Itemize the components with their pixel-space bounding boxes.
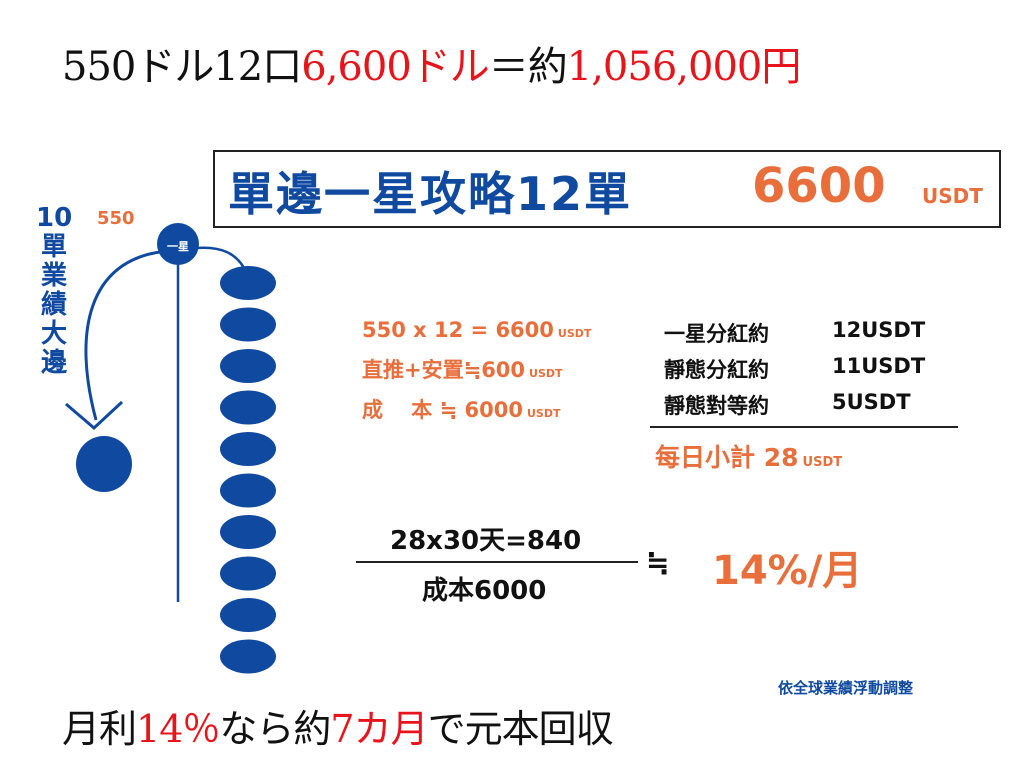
stack-node bbox=[220, 473, 276, 508]
curved-arrow bbox=[84, 250, 161, 421]
footer-part-3: なら約 bbox=[219, 707, 331, 751]
stack-node bbox=[220, 515, 276, 549]
daily-unit: USDT bbox=[802, 455, 843, 470]
dividend-label: 靜態分紅約 bbox=[664, 358, 769, 382]
calc-line-3-text: 成 本 ≒ 6000 bbox=[362, 398, 523, 422]
calc-line-3: 成 本 ≒ 6000 USDT bbox=[362, 394, 560, 424]
fraction-bar bbox=[356, 561, 638, 563]
dividend-row: 一星分紅約 12USDT bbox=[664, 318, 925, 348]
dividend-label: 靜態對等約 bbox=[664, 394, 769, 418]
daily-label: 每日小計 bbox=[655, 443, 756, 472]
divider bbox=[650, 426, 958, 428]
footer-part-2: 14％ bbox=[136, 707, 220, 751]
fraction-denominator: 成本6000 bbox=[422, 576, 547, 606]
footer-part-5: で元本回収 bbox=[427, 707, 614, 751]
dividend-label: 一星分紅約 bbox=[664, 322, 769, 346]
dividend-value: 5USDT bbox=[832, 390, 911, 414]
left-node bbox=[76, 436, 132, 492]
stack-node bbox=[220, 639, 276, 674]
dividend-row: 靜態對等約 5USDT bbox=[664, 390, 911, 420]
approx-sign: ≒ bbox=[646, 546, 670, 579]
calc-line-1-unit: USDT bbox=[557, 327, 592, 340]
title-box bbox=[213, 150, 1001, 228]
fraction-numerator: 28x30天=840 bbox=[390, 526, 582, 556]
stack-node bbox=[220, 432, 276, 466]
dividend-row: 靜態分紅約 11USDT bbox=[664, 354, 925, 384]
node-stack bbox=[220, 266, 276, 674]
daily-value: 28 bbox=[763, 443, 799, 472]
calc-line-3-unit: USDT bbox=[526, 407, 561, 420]
stack-node bbox=[220, 266, 276, 300]
headline: 550ドル12口6,600ドル＝約1,056,000円 bbox=[62, 34, 802, 92]
dividend-value: 12USDT bbox=[832, 318, 926, 342]
calc-line-2-text: 直推+安置≒600 bbox=[362, 358, 526, 382]
stack-node bbox=[220, 556, 276, 591]
star-node-label: 一星 bbox=[167, 240, 189, 253]
headline-part-1: 550ドル12口 bbox=[62, 44, 302, 90]
stack-node bbox=[220, 307, 276, 342]
arrow-head-icon bbox=[65, 400, 124, 431]
vertical-performance-label: 10單業績大邊 bbox=[36, 203, 73, 378]
title-text: 單邊一星攻略12單 bbox=[228, 167, 633, 221]
fluctuation-note: 依全球業績浮動調整 bbox=[778, 679, 914, 697]
footer-line: 月利14％なら約7カ月で元本回収 bbox=[62, 698, 614, 753]
daily-subtotal: 每日小計 28 USDT bbox=[655, 438, 842, 474]
title-amount: 6600 bbox=[752, 158, 886, 214]
dividend-value: 11USDT bbox=[832, 354, 926, 378]
stack-node bbox=[220, 390, 276, 425]
calc-line-2: 直推+安置≒600 USDT bbox=[362, 354, 563, 384]
headline-part-4: 1,056,000円 bbox=[566, 44, 802, 90]
stack-node bbox=[220, 349, 276, 383]
calc-line-1: 550 x 12 = 6600 USDT bbox=[362, 318, 591, 342]
headline-part-3: ＝約 bbox=[488, 44, 568, 90]
node-value-label: 550 bbox=[97, 208, 135, 229]
footer-part-1: 月利 bbox=[62, 707, 137, 751]
calc-line-1-text: 550 x 12 = 6600 bbox=[362, 318, 554, 342]
title-unit: USDT bbox=[922, 184, 983, 208]
monthly-return: 14%/月 bbox=[712, 548, 863, 594]
footer-part-4: 7カ月 bbox=[330, 707, 428, 751]
star-node bbox=[157, 223, 199, 265]
headline-part-2: 6,600ドル bbox=[301, 44, 490, 90]
calc-line-2-unit: USDT bbox=[529, 367, 563, 380]
stack-node bbox=[220, 598, 276, 632]
right-branch-line bbox=[195, 246, 246, 269]
